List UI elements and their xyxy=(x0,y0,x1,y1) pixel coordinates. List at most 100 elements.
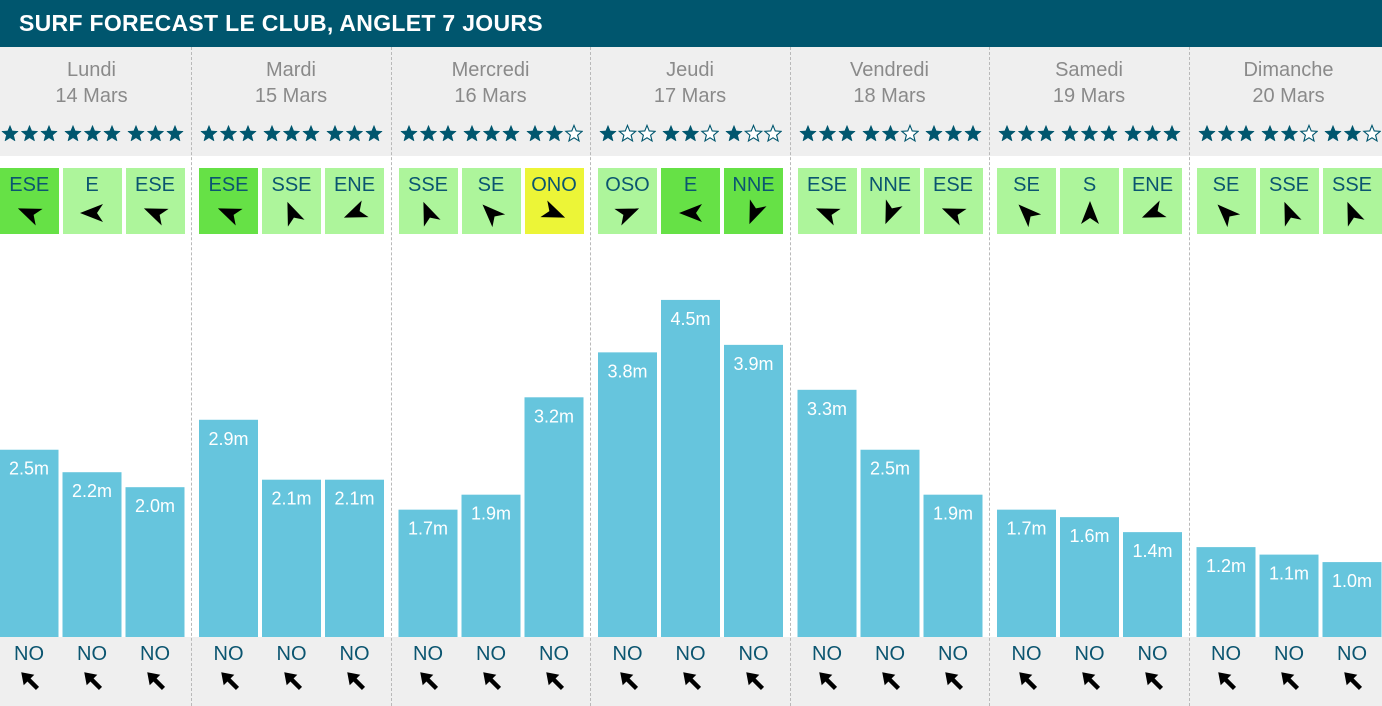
swell-arrow-icon xyxy=(1018,672,1037,691)
star-icon xyxy=(881,124,899,142)
wave-bar xyxy=(1259,554,1319,637)
day-name: Dimanche xyxy=(1243,59,1334,81)
wave-height-label: 3.3m xyxy=(807,399,847,419)
wind-arrow-icon xyxy=(1080,201,1099,224)
day-date: 14 Mars xyxy=(55,85,128,107)
swell-cell: NO xyxy=(262,637,321,706)
wind-direction-label: ESE xyxy=(208,174,249,196)
star-icon xyxy=(200,124,218,142)
wind-tile: ESE xyxy=(0,168,59,234)
wind-tile: SE xyxy=(997,168,1056,234)
swell-cell: NO xyxy=(798,637,857,706)
wind-tile: NNE xyxy=(860,168,920,234)
star-icon xyxy=(662,124,680,142)
star-icon xyxy=(438,124,457,142)
star-icon xyxy=(1343,124,1361,142)
wave-bar xyxy=(923,494,983,637)
wind-direction-label: SSE xyxy=(407,174,449,196)
star-rating xyxy=(126,124,184,142)
star-rating xyxy=(798,124,856,142)
wind-arrow-icon xyxy=(343,200,369,218)
swell-direction-label: NO xyxy=(539,643,569,665)
wave-bar xyxy=(461,494,521,637)
day-date: 17 Mars xyxy=(653,85,727,107)
star-icon xyxy=(681,124,700,142)
star-rating xyxy=(263,124,320,142)
wave-height-label: 3.8m xyxy=(607,361,647,381)
star-rating xyxy=(462,124,520,142)
wind-direction-label: ONO xyxy=(531,174,577,196)
wave-height-label: 1.7m xyxy=(408,519,448,539)
wind-tile: OSO xyxy=(598,168,657,234)
wind-direction-label: SE xyxy=(477,174,505,196)
wind-arrow-icon xyxy=(885,199,903,225)
star-icon xyxy=(1143,124,1162,142)
wave-height-label: 2.0m xyxy=(135,496,175,516)
wind-direction-label: ESE xyxy=(9,174,50,196)
wind-arrow-icon xyxy=(18,208,43,226)
wind-tile: SE xyxy=(461,168,521,234)
wind-direction-label: NNE xyxy=(732,174,775,196)
star-icon xyxy=(1124,124,1142,142)
swell-direction-label: NO xyxy=(276,643,307,665)
swell-direction-label: NO xyxy=(1011,643,1042,665)
wind-direction-label: SSE xyxy=(1331,174,1373,196)
wave-bar xyxy=(1060,517,1119,637)
wave-height-label: 2.1m xyxy=(334,489,374,509)
swell-direction-label: NO xyxy=(476,643,506,665)
star-icon xyxy=(102,124,121,142)
wind-arrow-icon xyxy=(80,204,103,222)
wave-bar xyxy=(1196,547,1256,637)
day-date: 18 Mars xyxy=(853,85,926,107)
wind-direction-label: ESE xyxy=(932,174,974,196)
star-icon xyxy=(1197,124,1216,142)
swell-arrow-icon xyxy=(1281,672,1300,691)
swell-cell: NO xyxy=(525,637,584,706)
swell-direction-label: NO xyxy=(213,643,244,665)
swell-direction-label: NO xyxy=(738,643,769,665)
star-icon xyxy=(861,124,880,142)
wave-height-label: 1.1m xyxy=(1269,564,1309,584)
star-rating xyxy=(399,124,457,142)
wind-direction-label: OSO xyxy=(605,174,650,196)
swell-arrow-icon xyxy=(420,672,439,691)
wind-tile: ESE xyxy=(797,168,857,234)
day-date: 15 Mars xyxy=(254,85,328,107)
wave-height-label: 3.9m xyxy=(733,354,773,374)
swell-arrow-icon xyxy=(346,672,365,691)
wind-tile: ENE xyxy=(325,168,384,234)
wind-tile: ESE xyxy=(923,168,983,234)
swell-direction-label: NO xyxy=(14,643,44,665)
star-icon xyxy=(1017,124,1036,142)
swell-cell: NO xyxy=(63,637,122,706)
wind-arrow-icon xyxy=(1018,204,1041,228)
wind-direction-label: E xyxy=(683,174,698,196)
swell-cell: NO xyxy=(462,637,521,706)
wind-arrow-icon xyxy=(286,201,305,227)
wave-bar xyxy=(724,344,783,637)
header-bar: SURF FORECAST LE CLUB, ANGLET 7 JOURS xyxy=(0,0,1382,47)
swell-arrow-icon xyxy=(619,672,638,691)
star-outline-icon xyxy=(1298,123,1318,143)
swell-arrow-icon xyxy=(220,672,239,691)
star-icon xyxy=(599,124,617,142)
wave-bar xyxy=(661,299,720,637)
star-outline-icon xyxy=(563,123,583,143)
star-icon xyxy=(1080,124,1099,142)
swell-cell: NO xyxy=(661,637,720,706)
wave-height-label: 2.5m xyxy=(9,459,49,479)
swell-direction-label: NO xyxy=(875,643,905,665)
wind-direction-label: SSE xyxy=(271,174,312,196)
wind-arrow-icon xyxy=(1217,204,1241,228)
star-outline-icon xyxy=(700,123,719,143)
star-icon xyxy=(1037,124,1055,142)
star-rating xyxy=(1323,123,1381,143)
day-name: Lundi xyxy=(67,59,116,81)
day-separator xyxy=(790,47,791,706)
star-rating xyxy=(599,123,656,143)
swell-arrow-icon xyxy=(1144,672,1163,691)
star-icon xyxy=(1323,124,1342,142)
day-header: Dimanche 20 Mars xyxy=(1196,47,1382,156)
wave-bar xyxy=(62,472,122,637)
wind-tile: SSE xyxy=(1259,168,1319,234)
